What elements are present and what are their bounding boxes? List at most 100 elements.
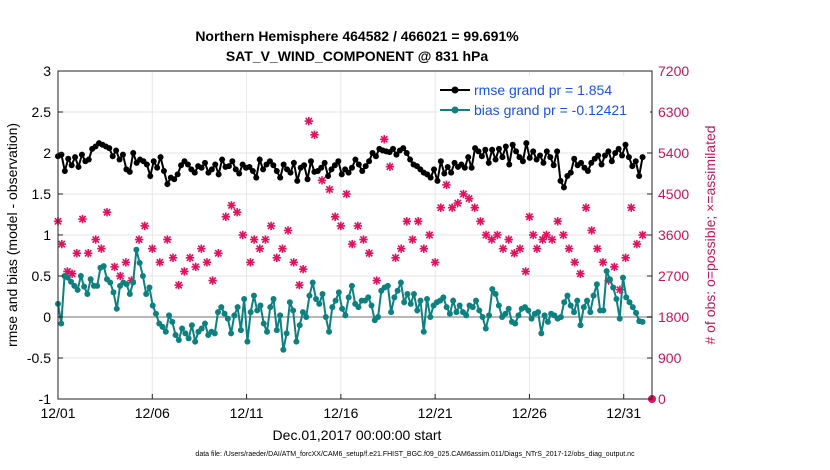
rmse-point bbox=[499, 154, 506, 161]
obs-count-point bbox=[385, 162, 395, 171]
bias-point bbox=[443, 304, 450, 311]
obs-count-point bbox=[430, 258, 440, 267]
rmse-point bbox=[495, 145, 502, 152]
x-tick-label: 12/01 bbox=[40, 405, 75, 421]
rmse-point bbox=[287, 169, 294, 176]
rmse-point bbox=[246, 163, 253, 170]
obs-count-point bbox=[298, 264, 308, 274]
rmse-point bbox=[639, 154, 646, 161]
bias-point bbox=[339, 305, 346, 312]
obs-count-point bbox=[97, 244, 106, 253]
y-right-tick-label: 6300 bbox=[658, 104, 689, 120]
bias-point bbox=[309, 279, 316, 286]
bias-point bbox=[391, 294, 398, 301]
bias-point bbox=[417, 297, 424, 304]
rmse-point bbox=[273, 168, 280, 175]
rmse-point bbox=[584, 168, 591, 175]
rmse-point bbox=[444, 163, 451, 170]
obs-count-point bbox=[559, 230, 568, 240]
rmse-point bbox=[461, 164, 468, 171]
y-tick-label: 2 bbox=[43, 145, 51, 161]
rmse-point bbox=[219, 156, 226, 163]
bias-point bbox=[473, 297, 480, 304]
rmse-point bbox=[608, 158, 615, 165]
obs-count-point bbox=[261, 235, 270, 244]
bias-point bbox=[427, 314, 434, 320]
bias-point bbox=[179, 325, 186, 332]
rmse-point bbox=[502, 143, 509, 150]
rmse-point bbox=[198, 164, 205, 171]
bias-point bbox=[515, 312, 522, 319]
rmse-point bbox=[465, 154, 472, 161]
bias-point bbox=[250, 292, 257, 299]
rmse-point bbox=[130, 150, 137, 156]
obs-count-point bbox=[295, 280, 304, 290]
rmse-point bbox=[147, 172, 154, 179]
rmse-point bbox=[530, 148, 537, 155]
rmse-point bbox=[68, 162, 75, 169]
bias-point bbox=[152, 310, 159, 317]
bias-point bbox=[619, 274, 626, 281]
bias-point bbox=[538, 330, 545, 337]
rmse-point bbox=[601, 152, 608, 159]
rmse-point bbox=[622, 141, 629, 148]
bias-point bbox=[375, 314, 382, 320]
obs-count-point bbox=[102, 208, 112, 217]
rmse-point bbox=[427, 174, 434, 181]
rmse-point bbox=[485, 159, 492, 166]
rmse-point bbox=[184, 161, 191, 168]
rmse-point bbox=[362, 163, 369, 170]
obs-count-point bbox=[347, 239, 357, 249]
bias-point bbox=[463, 312, 470, 319]
obs-count-point bbox=[249, 235, 259, 244]
chart-subtitle: SAT_V_WIND_COMPONENT @ 831 hPa bbox=[226, 48, 489, 64]
bias-point bbox=[130, 279, 137, 286]
obs-count-point bbox=[493, 230, 502, 240]
y-right-tick-label: 900 bbox=[658, 350, 682, 366]
rmse-point bbox=[266, 158, 273, 165]
rmse-point bbox=[366, 158, 373, 165]
rmse-point bbox=[260, 166, 267, 173]
bias-series bbox=[55, 246, 646, 353]
rmse-point bbox=[345, 169, 352, 176]
bias-point bbox=[335, 289, 342, 296]
rmse-point bbox=[509, 141, 516, 148]
bias-point bbox=[590, 292, 597, 299]
bias-point bbox=[139, 273, 146, 279]
obs-count-point bbox=[402, 217, 412, 226]
rmse-point bbox=[448, 169, 455, 176]
rmse-point bbox=[605, 148, 612, 155]
rmse-point bbox=[256, 156, 263, 163]
obs-count-point bbox=[553, 217, 562, 226]
rmse-point bbox=[434, 177, 441, 184]
bias-point bbox=[64, 274, 71, 281]
y-tick-label: -0.5 bbox=[27, 350, 51, 366]
obs-count-point bbox=[529, 230, 538, 240]
obs-count-point bbox=[521, 267, 530, 276]
rmse-point bbox=[150, 158, 157, 165]
bias-point bbox=[71, 282, 78, 289]
obs-count-point bbox=[202, 258, 212, 267]
rmse-point bbox=[304, 176, 311, 183]
obs-count-point bbox=[359, 235, 368, 244]
bias-point bbox=[567, 302, 574, 309]
bias-point bbox=[306, 292, 313, 299]
y-axis-label: rmse and bias (model - observation) bbox=[4, 123, 20, 347]
rmse-point bbox=[325, 172, 332, 179]
bias-point bbox=[260, 320, 267, 327]
obs-count-point bbox=[525, 212, 534, 221]
bias-point bbox=[629, 304, 636, 311]
bias-point bbox=[407, 300, 414, 307]
bias-point bbox=[593, 281, 600, 288]
obs-count-point bbox=[91, 235, 100, 244]
rmse-point bbox=[116, 156, 123, 163]
bias-point bbox=[502, 310, 509, 317]
rmse-point bbox=[113, 147, 120, 154]
bias-point bbox=[87, 276, 94, 283]
rmse-point bbox=[506, 161, 513, 168]
rmse-point bbox=[277, 174, 284, 181]
x-tick-label: 12/06 bbox=[135, 405, 170, 421]
bias-point bbox=[267, 304, 274, 311]
bias-point bbox=[81, 283, 88, 290]
rmse-point bbox=[328, 166, 335, 173]
